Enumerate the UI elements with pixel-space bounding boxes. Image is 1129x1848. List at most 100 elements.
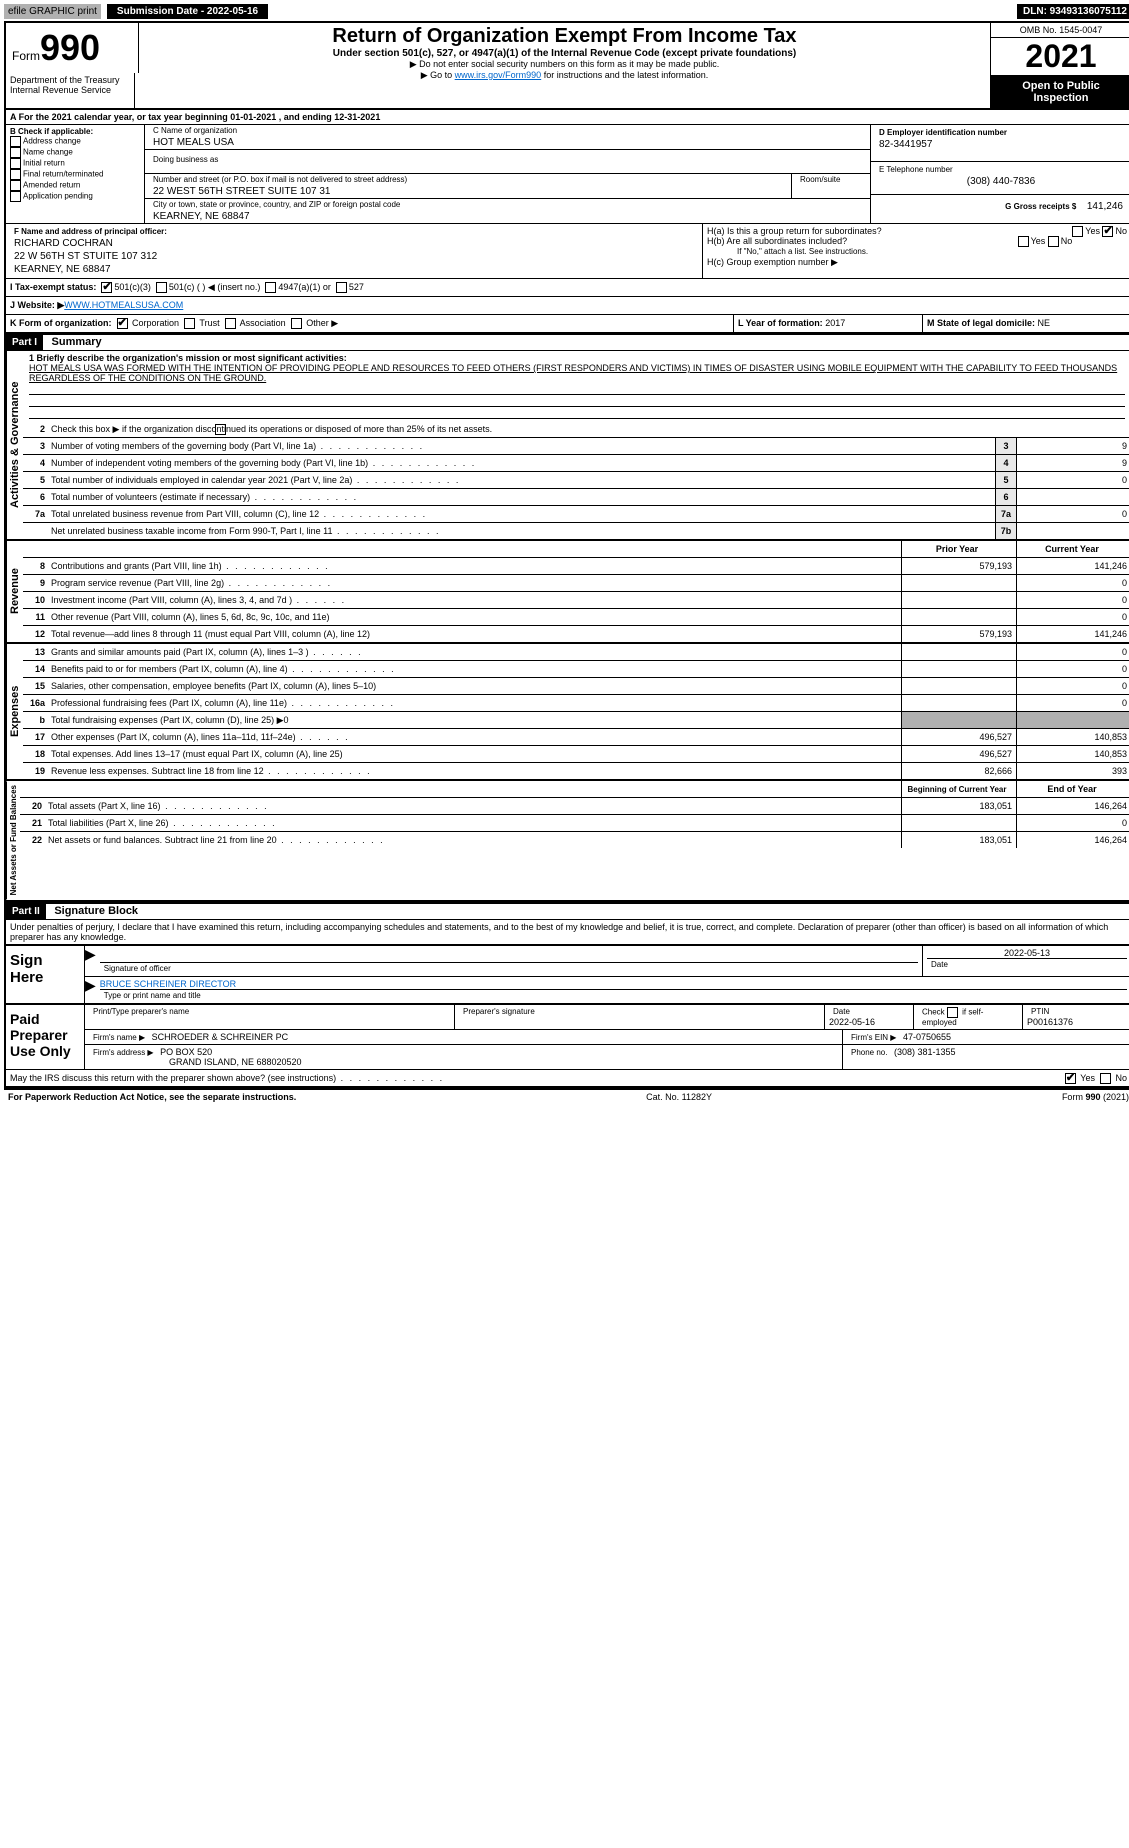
p19: 82,666 <box>901 763 1016 779</box>
box-k-label: K Form of organization: <box>10 318 112 328</box>
arrow-icon: ▶ <box>85 946 96 976</box>
opt-name-change[interactable]: Name change <box>10 147 140 158</box>
form-number-cell: Form990 <box>6 23 139 73</box>
chk-501c[interactable] <box>156 282 167 293</box>
chk-trust[interactable] <box>184 318 195 329</box>
chk-discontinued[interactable] <box>215 424 226 435</box>
p15 <box>901 678 1016 694</box>
chk-527[interactable] <box>336 282 347 293</box>
tax-year: 2021 <box>991 38 1129 76</box>
opt-amended[interactable]: Amended return <box>10 180 140 191</box>
state-domicile: NE <box>1038 318 1051 328</box>
part2-header: Part II Signature Block <box>6 902 1129 920</box>
box-m-label: M State of legal domicile: <box>927 318 1035 328</box>
c14: 0 <box>1016 661 1129 677</box>
street-address: 22 WEST 56TH STREET SUITE 107 31 <box>149 185 787 198</box>
open-public-badge: Open to Public Inspection <box>991 76 1129 108</box>
firm-ein-label: Firm's EIN ▶ <box>847 1032 900 1043</box>
c9: 0 <box>1016 575 1129 591</box>
p18: 496,527 <box>901 746 1016 762</box>
c15: 0 <box>1016 678 1129 694</box>
vlabel-ag: Activities & Governance <box>6 351 23 539</box>
footer-mid: Cat. No. 11282Y <box>646 1092 712 1102</box>
line17: Other expenses (Part IX, column (A), lin… <box>49 731 901 743</box>
e21: 0 <box>1016 815 1129 831</box>
tax-exempt-row: I Tax-exempt status: 501(c)(3) 501(c) ( … <box>6 279 1129 297</box>
c18: 140,853 <box>1016 746 1129 762</box>
line16a: Professional fundraising fees (Part IX, … <box>49 697 901 709</box>
line7b: Net unrelated business taxable income fr… <box>49 525 995 537</box>
officer-label: F Name and address of principal officer: <box>10 226 698 237</box>
box-b: B Check if applicable: Address change Na… <box>6 125 145 223</box>
line8: Contributions and grants (Part VIII, lin… <box>49 560 901 572</box>
opt-address-change[interactable]: Address change <box>10 136 140 147</box>
website-link[interactable]: WWW.HOTMEALSUSA.COM <box>64 300 183 311</box>
chk-discuss-yes[interactable] <box>1065 1073 1076 1084</box>
prep-self-hdr: Check if self-employed <box>918 1006 1018 1028</box>
box-c: C Name of organization HOT MEALS USA Doi… <box>145 125 870 223</box>
omb-number: OMB No. 1545-0047 <box>991 23 1129 38</box>
officer-name: RICHARD COCHRAN <box>10 237 698 250</box>
officer-row: F Name and address of principal officer:… <box>6 224 1129 279</box>
val3: 9 <box>1016 438 1129 454</box>
prep-date-val: 2022-05-16 <box>829 1017 909 1027</box>
footer-right: Form 990 (2021) <box>1062 1092 1129 1102</box>
firm-name: SCHROEDER & SCHREINER PC <box>152 1032 289 1042</box>
p8: 579,193 <box>901 558 1016 574</box>
part2-tag: Part II <box>6 904 46 919</box>
form-number: 990 <box>40 27 100 68</box>
irs-link[interactable]: www.irs.gov/Form990 <box>455 70 542 80</box>
opt-final-return[interactable]: Final return/terminated <box>10 169 140 180</box>
prep-name-hdr: Print/Type preparer's name <box>89 1006 450 1017</box>
chk-discuss-no[interactable] <box>1100 1073 1111 1084</box>
b20: 183,051 <box>901 798 1016 814</box>
opt-application[interactable]: Application pending <box>10 191 140 202</box>
hdr-curr: Current Year <box>1016 541 1129 557</box>
discuss-text: May the IRS discuss this return with the… <box>10 1073 444 1083</box>
chk-corp[interactable] <box>117 318 128 329</box>
box-b-title: B Check if applicable: <box>10 127 140 136</box>
sign-here-section: Sign Here ▶ Signature of officer 2022-05… <box>6 944 1129 1003</box>
chk-other[interactable] <box>291 318 302 329</box>
phone-value: (308) 440-7836 <box>875 175 1127 188</box>
form-title: Return of Organization Exempt From Incom… <box>147 25 982 48</box>
dba-label: Doing business as <box>149 154 866 165</box>
c16a: 0 <box>1016 695 1129 711</box>
c8: 141,246 <box>1016 558 1129 574</box>
dept-treasury: Department of the Treasury Internal Reve… <box>6 73 135 108</box>
firm-addr2: GRAND ISLAND, NE 688020520 <box>89 1057 838 1067</box>
p9 <box>901 575 1016 591</box>
b21 <box>901 815 1016 831</box>
chk-assoc[interactable] <box>225 318 236 329</box>
sign-here-label: Sign Here <box>6 946 85 1003</box>
chk-self-employed[interactable] <box>947 1007 958 1018</box>
prep-sig-hdr: Preparer's signature <box>459 1006 820 1017</box>
line5: Total number of individuals employed in … <box>49 474 995 486</box>
c11: 0 <box>1016 609 1129 625</box>
firm-ein: 47-0750655 <box>903 1032 951 1042</box>
box-j-label: J Website: ▶ <box>10 300 64 311</box>
line7a: Total unrelated business revenue from Pa… <box>49 508 995 520</box>
opt-initial-return[interactable]: Initial return <box>10 158 140 169</box>
chk-4947[interactable] <box>265 282 276 293</box>
footer-left: For Paperwork Reduction Act Notice, see … <box>8 1092 296 1102</box>
line15: Salaries, other compensation, employee b… <box>49 680 901 692</box>
org-name: HOT MEALS USA <box>149 136 866 149</box>
line16b: Total fundraising expenses (Part IX, col… <box>49 714 901 727</box>
part1-header: Part I Summary <box>6 333 1129 351</box>
ein-value: 82-3441957 <box>875 138 1127 151</box>
val7b <box>1016 523 1129 539</box>
line1-label: 1 Briefly describe the organization's mi… <box>29 353 1125 363</box>
line10: Investment income (Part VIII, column (A)… <box>49 594 901 606</box>
chk-501c3[interactable] <box>101 282 112 293</box>
line9: Program service revenue (Part VIII, line… <box>49 577 901 589</box>
line18: Total expenses. Add lines 13–17 (must eq… <box>49 748 901 760</box>
year-formation: 2017 <box>825 318 845 328</box>
firm-addr-label: Firm's address ▶ <box>89 1047 158 1058</box>
firm-phone-label: Phone no. <box>847 1047 891 1058</box>
vlabel-exp: Expenses <box>6 644 23 779</box>
line14: Benefits paid to or for members (Part IX… <box>49 663 901 675</box>
type-name-label: Type or print name and title <box>100 989 1127 1001</box>
submission-date-button[interactable]: Submission Date - 2022-05-16 <box>107 4 268 19</box>
c13: 0 <box>1016 644 1129 660</box>
